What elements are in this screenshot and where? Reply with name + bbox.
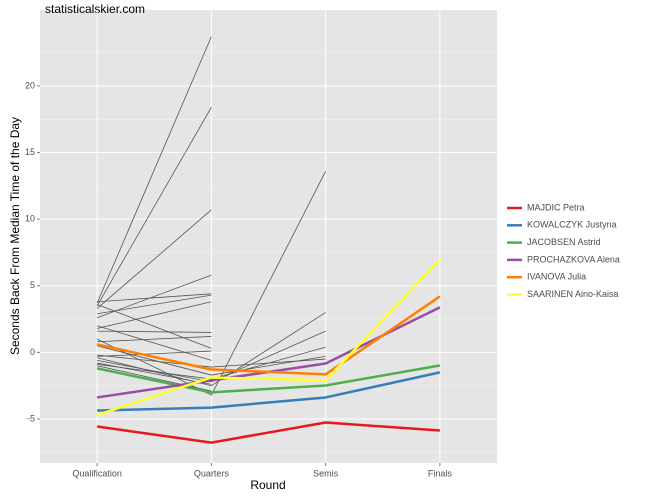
series-line [97,301,212,329]
series-line [96,107,212,306]
series-line [97,371,441,412]
chart-title: statisticalskier.com [45,2,145,16]
legend-label: KOWALCZYK Justyna [527,220,617,230]
y-tick-label: 10 [25,214,35,224]
series-line [96,364,441,394]
series-line [96,304,212,349]
legend-label: MAJDIC Petra [527,202,585,212]
y-tick-label: 15 [25,147,35,157]
series-line [97,330,326,383]
series-line [97,346,326,380]
series-line [96,421,440,444]
series-line [97,294,212,315]
x-tick-label: Qualification [72,468,122,478]
series-line [96,209,212,309]
series-line [97,350,212,357]
x-tick-label: Semis [313,468,339,478]
series-line [97,365,212,392]
series-line [97,354,326,368]
x-tick-label: Quarters [194,468,230,478]
x-tick-label: Finals [428,468,453,478]
series-line [97,312,326,387]
lines [96,36,441,444]
series-line [96,295,441,376]
x-axis-label: Round [250,478,285,492]
series-line [96,36,212,304]
series-line [96,258,441,417]
legend-label: SAARINEN Aino-Kaisa [527,289,619,299]
legend-background [503,196,621,304]
y-axis-label: Seconds Back From Median Time of the Day [8,117,22,355]
series-line [97,362,212,385]
series-line [96,171,326,396]
series-line [97,293,212,303]
legend-label: IVANOVA Julia [527,272,586,282]
y-tick-label: 0 [30,347,35,357]
series-line [97,336,212,343]
y-tick-label: 20 [25,80,35,90]
grid [40,10,497,463]
series-line [97,345,326,376]
y-tick-label: -5 [27,413,35,423]
y-tick-label: 5 [30,280,35,290]
legend-label: JACOBSEN Astrid [527,237,601,247]
series-line [97,325,212,361]
legend-label: PROCHAZKOVA Alena [527,254,620,264]
